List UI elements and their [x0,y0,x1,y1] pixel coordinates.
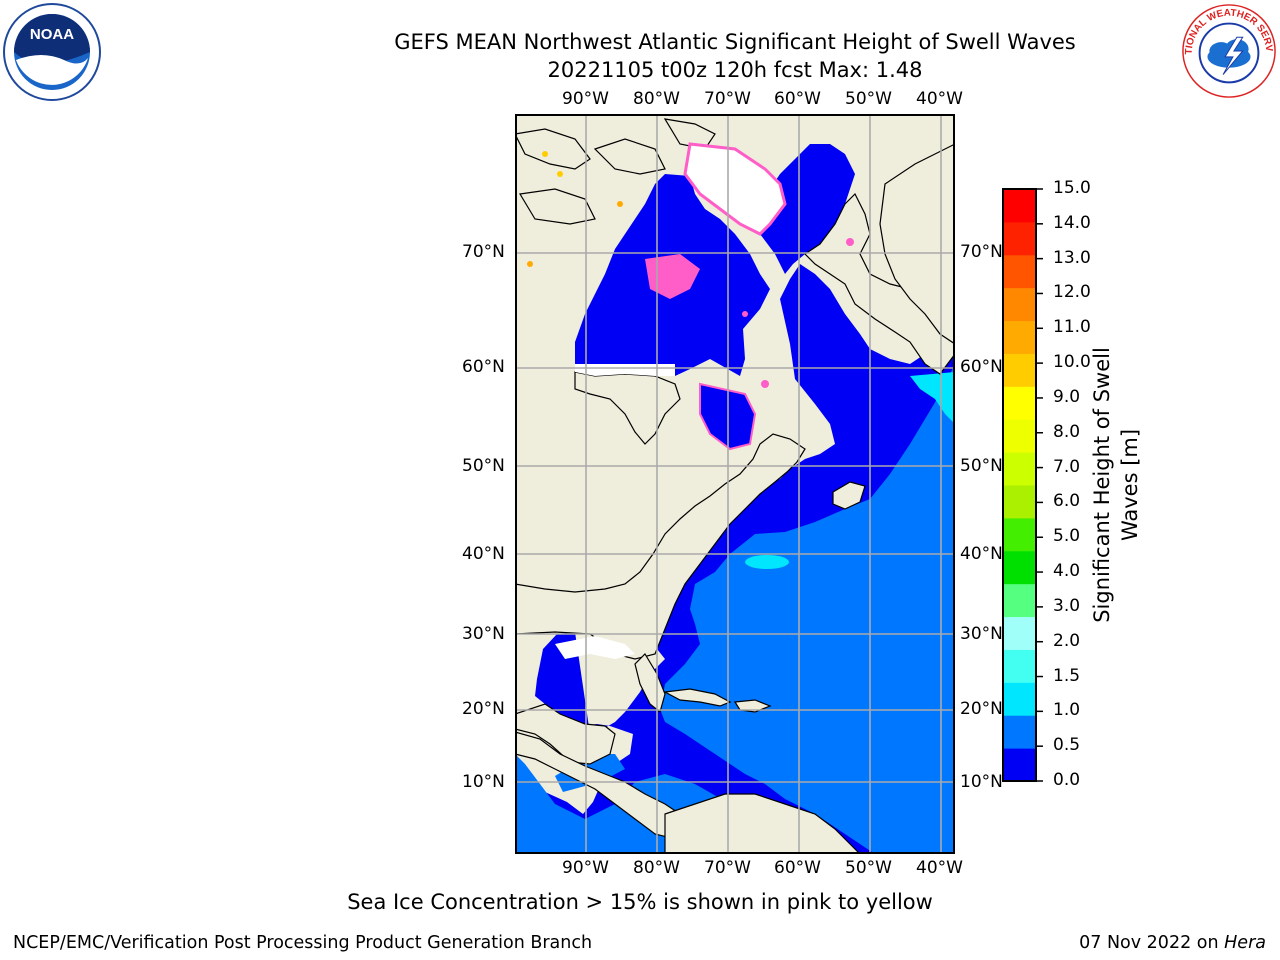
footer-host: Hera [1224,933,1266,953]
footer-date: 07 Nov 2022 on Hera [1079,933,1266,953]
colorbar-tick-label: 14.0 [1053,212,1091,233]
ocean-cyan-patch [745,555,789,569]
ocean-cyan-east [910,372,955,424]
lat-label-right: 70°N [960,242,1003,262]
lon-label-bottom: 90°W [562,858,609,878]
mexico-yucatan [515,703,616,765]
lon-label-bottom: 70°W [704,858,751,878]
lat-label-left: 30°N [462,624,505,644]
colorbar-tick-label: 0.0 [1053,770,1081,790]
nws-logo: NATIONAL WEATHER SERVICE [1180,2,1276,98]
lat-label-right: 50°N [960,456,1003,476]
map-plot [515,114,955,854]
footer-credit: NCEP/EMC/Verification Post Processing Pr… [13,933,593,953]
colorbar-segment [1003,616,1036,650]
lat-label-right: 10°N [960,772,1003,792]
lat-label-right: 40°N [960,544,1003,564]
lon-label-top: 90°W [562,89,609,109]
colorbar-tick-label: 9.0 [1053,386,1081,407]
colorbar-segment [1003,254,1036,289]
lon-label-top: 40°W [916,89,963,109]
arctic-island-2 [593,138,666,175]
colorbar-tick-label: 11.0 [1053,317,1091,338]
colorbar-title-line-2: Waves [m] [1118,428,1142,542]
title-line-2: 20221105 t00z 120h fcst Max: 1.48 [547,58,923,82]
arctic-island-3 [519,188,596,225]
lon-label-bottom: 50°W [845,858,892,878]
lon-label-bottom: 40°W [916,858,963,878]
colorbar-segment [1003,583,1036,618]
colorbar-segment [1003,419,1036,453]
colorbar-segment [1003,715,1036,749]
colorbar-segment [1003,550,1036,585]
colorbar-tick-label: 6.0 [1053,491,1081,512]
colorbar-tick-label: 0.5 [1053,735,1081,756]
lat-label-left: 40°N [462,544,505,564]
sea-ice-caption: Sea Ice Concentration > 15% is shown in … [347,890,933,914]
colorbar-segment [1003,682,1036,716]
colorbar-segment [1003,320,1036,354]
colorbar-segment [1003,189,1036,223]
colorbar-frame [1002,188,1037,782]
lon-label-top: 50°W [845,89,892,109]
colorbar-tick-label: 5.0 [1053,526,1081,547]
colorbar-tick-label: 2.0 [1053,630,1081,651]
lat-label-right: 60°N [960,357,1003,377]
newfoundland [832,481,866,510]
map-frame [515,114,955,854]
chart-title: GEFS MEAN Northwest Atlantic Significant… [360,28,1110,84]
colorbar-tick-label: 8.0 [1053,421,1081,442]
colorbar-tick-label: 7.0 [1053,456,1081,477]
graticule [515,114,955,854]
noaa-logo-text: NOAA [30,26,74,43]
hispaniola [733,699,772,713]
colorbar-tick-label: 13.0 [1053,247,1091,268]
colorbar-segment [1003,221,1036,256]
colorbar-tick-label: 4.0 [1053,561,1081,582]
lon-label-top: 80°W [633,89,680,109]
colorbar-segment [1003,517,1036,552]
colorbar-segment [1003,485,1036,519]
noaa-logo: NOAA [3,3,101,101]
lon-label-bottom: 80°W [633,858,680,878]
colorbar-title: Significant Height of Swell Waves [m] [1088,347,1144,623]
south-america [664,793,861,854]
lat-label-left: 50°N [462,456,505,476]
coastlines [515,118,955,854]
title-line-1: GEFS MEAN Northwest Atlantic Significant… [394,30,1076,54]
colorbar-tick-label: 3.0 [1053,595,1081,616]
colorbar-title-line-1: Significant Height of Swell [1090,347,1114,623]
greenland [879,143,955,345]
lat-label-left: 60°N [462,357,505,377]
colorbar-tick-label: 10.0 [1053,352,1091,373]
footer-date-text: 07 Nov 2022 on [1079,933,1225,953]
lon-label-top: 60°W [774,89,821,109]
sea-ice [527,142,854,659]
colorbar-segment [1003,748,1036,782]
lat-label-left: 20°N [462,699,505,719]
lon-label-bottom: 60°W [774,858,821,878]
lat-label-right: 20°N [960,699,1003,719]
lat-label-right: 30°N [960,624,1003,644]
colorbar-tick-label: 12.0 [1053,282,1091,303]
lat-label-left: 10°N [462,772,505,792]
colorbar-segment [1003,452,1036,486]
ocean-baffin [740,144,855,274]
cuba [663,688,732,707]
colorbar-tick-label: 1.5 [1053,665,1081,686]
colorbar [1002,188,1043,782]
labrador-land [804,192,955,375]
lon-label-top: 70°W [704,89,751,109]
arctic-island-4 [663,118,716,150]
colorbar-segment [1003,386,1036,420]
colorbar-tick-label: 15.0 [1053,178,1091,198]
lat-label-left: 70°N [462,242,505,262]
arctic-island-1 [515,128,591,170]
colorbar-segment [1003,649,1036,683]
ocean-mid-swell [660,364,955,854]
colorbar-segment [1003,353,1036,387]
colorbar-segment [1003,287,1036,322]
colorbar-tick-label: 1.0 [1053,700,1081,721]
